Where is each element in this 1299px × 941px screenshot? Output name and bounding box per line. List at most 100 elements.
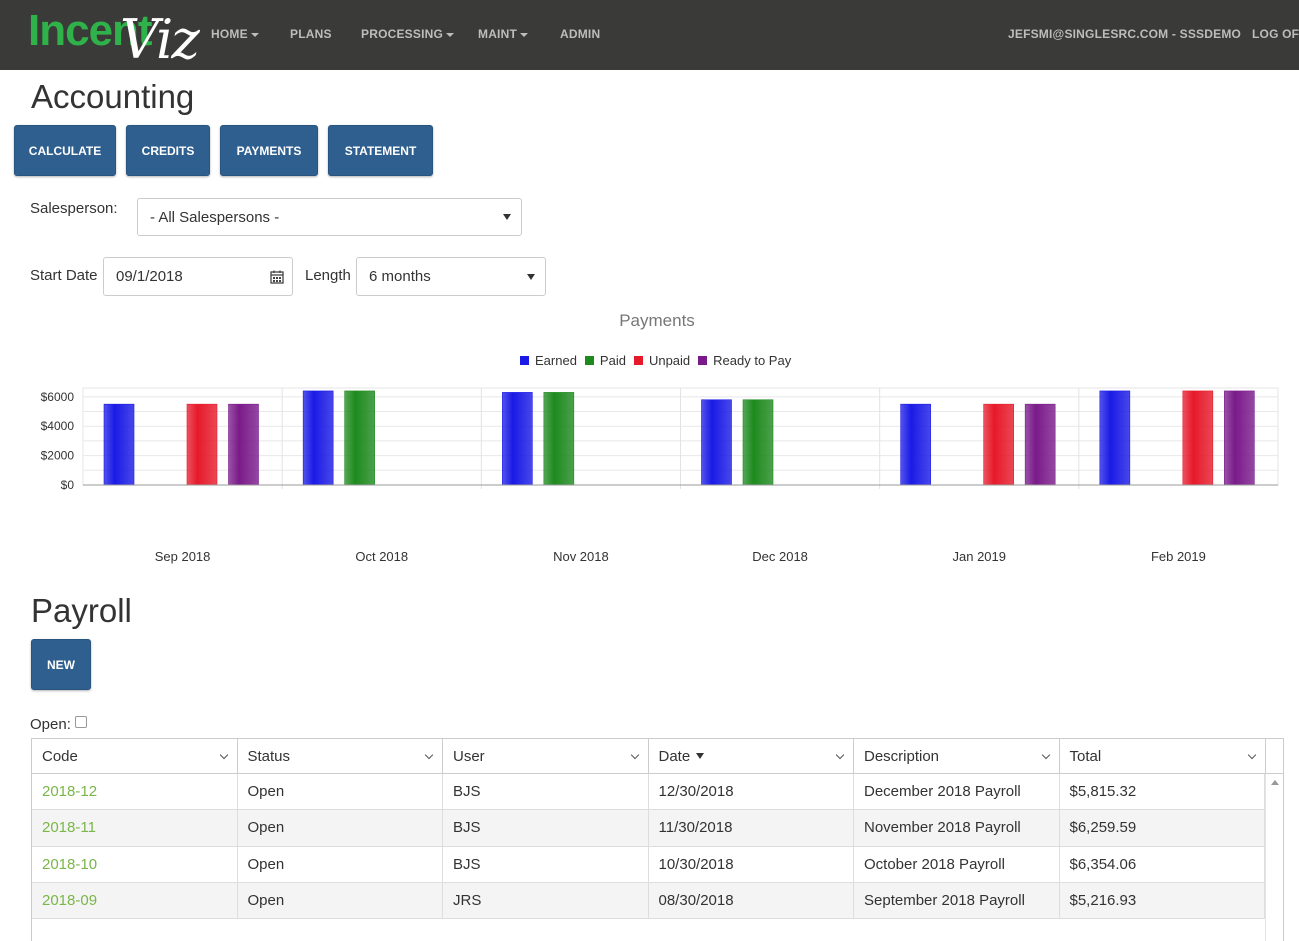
incentviz-logo[interactable]: Incent Viz bbox=[28, 4, 200, 71]
calendar-button[interactable] bbox=[262, 257, 293, 296]
cell-code[interactable]: 2018-09 bbox=[32, 882, 238, 919]
cell-code[interactable]: 2018-10 bbox=[32, 846, 238, 882]
column-header-total-label: Total bbox=[1069, 747, 1102, 765]
column-header-date[interactable]: Date bbox=[649, 739, 854, 773]
grid-header: Code Status User Date Description Total bbox=[32, 739, 1283, 774]
caret-down-icon bbox=[446, 32, 455, 37]
cell-code[interactable]: 2018-11 bbox=[32, 810, 238, 846]
bar-unpaid bbox=[1182, 390, 1214, 486]
x-tick-label: Nov 2018 bbox=[553, 549, 609, 564]
column-header-total[interactable]: Total bbox=[1060, 739, 1266, 773]
bar-earned bbox=[302, 390, 334, 486]
bar-earned bbox=[900, 403, 931, 486]
nav-processing-label: PROCESSING bbox=[361, 27, 444, 41]
cell-description: December 2018 Payroll bbox=[854, 774, 1060, 810]
nav-home[interactable]: HOME bbox=[211, 27, 259, 41]
nav-maint[interactable]: MAINT bbox=[478, 27, 528, 41]
cell-status: Open bbox=[238, 846, 443, 882]
bar-paid bbox=[543, 392, 575, 486]
bar-earned bbox=[701, 399, 732, 486]
nav-processing[interactable]: PROCESSING bbox=[361, 27, 455, 41]
chevron-down-icon[interactable] bbox=[630, 750, 639, 760]
calendar-icon bbox=[270, 270, 284, 284]
nav-logoff[interactable]: LOG OFF bbox=[1252, 27, 1299, 41]
bar-unpaid bbox=[983, 403, 1014, 486]
cell-description: October 2018 Payroll bbox=[854, 846, 1060, 882]
legend-swatch-unpaid bbox=[633, 356, 643, 365]
cell-user: JRS bbox=[443, 882, 649, 919]
chart-legend: Earned Paid Unpaid Ready to Pay bbox=[520, 353, 791, 368]
bar-ready-to-pay bbox=[1024, 403, 1056, 486]
table-row[interactable]: 2018-11 Open BJS 11/30/2018 November 201… bbox=[32, 810, 1283, 847]
cell-user: BJS bbox=[443, 846, 649, 882]
length-label: Length bbox=[305, 267, 351, 284]
column-header-user[interactable]: User bbox=[443, 739, 649, 773]
nav-user[interactable]: JEFSMI@SINGLESRC.COM - SSSDEMO bbox=[1008, 27, 1241, 41]
legend-label-earned[interactable]: Earned bbox=[535, 353, 577, 368]
table-row[interactable]: 2018-10 Open BJS 10/30/2018 October 2018… bbox=[32, 846, 1283, 883]
new-payroll-button[interactable]: NEW bbox=[31, 639, 91, 690]
credits-button[interactable]: CREDITS bbox=[126, 125, 210, 176]
payroll-title: Payroll bbox=[31, 592, 132, 629]
nav-admin-label: ADMIN bbox=[560, 27, 601, 41]
nav-admin[interactable]: ADMIN bbox=[560, 27, 600, 41]
bar-ready-to-pay bbox=[228, 403, 259, 486]
column-header-user-label: User bbox=[453, 747, 485, 765]
cell-total: $6,259.59 bbox=[1060, 810, 1265, 846]
cell-total: $5,815.32 bbox=[1060, 774, 1265, 810]
chevron-down-icon[interactable] bbox=[219, 750, 228, 760]
open-filter-checkbox[interactable] bbox=[74, 715, 87, 728]
table-row[interactable]: 2018-09 Open JRS 08/30/2018 September 20… bbox=[32, 882, 1283, 920]
x-tick-label: Oct 2018 bbox=[355, 549, 408, 564]
legend-label-ready-to-pay[interactable]: Ready to Pay bbox=[713, 353, 792, 368]
statement-button[interactable]: STATEMENT bbox=[328, 125, 433, 176]
chevron-down-icon[interactable] bbox=[1041, 750, 1050, 760]
x-tick-label: Jan 2019 bbox=[953, 549, 1007, 564]
legend-swatch-ready-to-pay bbox=[698, 356, 708, 365]
open-filter-label: Open: bbox=[30, 716, 71, 733]
y-tick-label: $6000 bbox=[41, 390, 75, 404]
nav-maint-label: MAINT bbox=[478, 27, 517, 41]
legend-swatch-paid bbox=[584, 356, 594, 365]
cell-total: $6,354.06 bbox=[1060, 846, 1265, 882]
cell-date: 12/30/2018 bbox=[649, 774, 854, 810]
bar-earned bbox=[103, 403, 135, 486]
cell-total: $5,216.93 bbox=[1060, 882, 1265, 919]
start-date-label: Start Date bbox=[30, 267, 98, 284]
column-header-description[interactable]: Description bbox=[854, 739, 1060, 773]
grid-scrollbar[interactable] bbox=[1265, 774, 1283, 941]
column-header-date-label: Date bbox=[658, 747, 691, 765]
nav-logoff-label: LOG OFF bbox=[1252, 27, 1299, 41]
chevron-down-icon[interactable] bbox=[1247, 750, 1256, 760]
cell-date: 11/30/2018 bbox=[649, 810, 854, 846]
logo-text-viz: Viz bbox=[120, 8, 200, 71]
cell-code[interactable]: 2018-12 bbox=[32, 774, 238, 810]
chevron-down-icon[interactable] bbox=[835, 750, 845, 760]
bar-earned bbox=[502, 392, 533, 486]
payments-button[interactable]: PAYMENTS bbox=[220, 125, 318, 176]
column-header-status[interactable]: Status bbox=[238, 739, 443, 773]
caret-down-icon bbox=[250, 32, 259, 37]
column-header-description-label: Description bbox=[864, 747, 940, 765]
chevron-down-icon[interactable] bbox=[424, 750, 434, 760]
start-date-input[interactable]: 09/1/2018 bbox=[103, 257, 263, 296]
scroll-up-icon[interactable] bbox=[1271, 780, 1279, 785]
nav-plans[interactable]: PLANS bbox=[290, 27, 332, 41]
column-header-code-label: Code bbox=[42, 747, 78, 765]
length-select[interactable]: 6 months bbox=[356, 257, 546, 296]
cell-description: September 2018 Payroll bbox=[854, 882, 1060, 919]
length-select-value: 6 months bbox=[369, 268, 431, 285]
salesperson-select[interactable]: - All Salespersons - bbox=[137, 198, 522, 236]
legend-swatch-earned bbox=[520, 356, 529, 365]
legend-label-paid[interactable]: Paid bbox=[599, 353, 626, 368]
table-row[interactable]: 2018-12 Open BJS 12/30/2018 December 201… bbox=[32, 774, 1283, 811]
cell-date: 08/30/2018 bbox=[649, 882, 854, 919]
cell-status: Open bbox=[238, 774, 443, 810]
legend-label-unpaid[interactable]: Unpaid bbox=[648, 353, 691, 368]
cell-status: Open bbox=[238, 810, 443, 846]
column-header-status-label: Status bbox=[247, 747, 291, 765]
bar-unpaid bbox=[186, 403, 218, 486]
y-tick-label: $2000 bbox=[41, 449, 75, 463]
column-header-code[interactable]: Code bbox=[32, 739, 238, 773]
calculate-button[interactable]: CALCULATE bbox=[14, 125, 116, 176]
